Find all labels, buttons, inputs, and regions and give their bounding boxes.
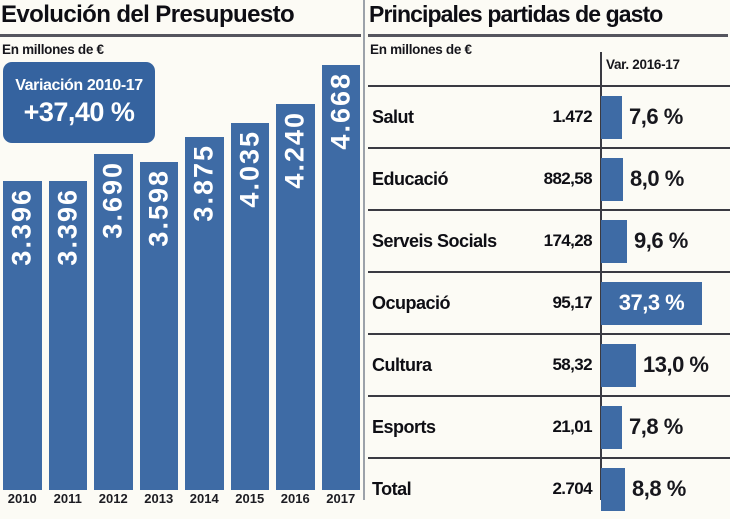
variation-bar (601, 219, 627, 263)
year-label-2014: 2014 (189, 491, 219, 506)
spending-amount: 1.472 (552, 107, 592, 126)
spending-amount: 174,28 (543, 231, 593, 250)
evolution-bar-chart: 3.396 3.396 3.690 3.598 3.875 4.035 4.240 4.668 (3, 65, 360, 490)
variation-bar-cell: 9,6 % (601, 211, 730, 271)
variation-bar (601, 343, 636, 387)
spending-name: Total (372, 478, 412, 499)
spending-row-serveis-socials: Serveis Socials 174,28 9,6 % (368, 209, 730, 271)
left-title-underline (0, 34, 361, 37)
variation-percent: 8,0 % (630, 166, 684, 191)
variation-bar (601, 95, 622, 139)
spending-table: Salut 1.472 7,6 % Educació 882,58 8,0 % Servei… (368, 85, 730, 519)
year-label-2015: 2015 (235, 491, 265, 506)
variation-percent: 7,6 % (629, 104, 683, 129)
variation-percent: 37,3 % (618, 290, 685, 315)
variation-percent: 13,0 % (643, 352, 709, 377)
spending-amount: 58,32 (552, 355, 592, 374)
spending-row-educació: Educació 882,58 8,0 % (368, 147, 730, 209)
right-units-label: En millones de € (370, 42, 472, 57)
bar-value-label: 3.875 (188, 144, 219, 222)
spending-name: Salut (372, 106, 414, 127)
spending-name: Educació (372, 168, 449, 189)
bar-value-label: 3.396 (6, 187, 37, 266)
evolution-bar-2014: 3.875 (185, 137, 224, 490)
bar-value-label: 4.668 (325, 72, 356, 150)
variation-bar (601, 467, 625, 511)
spending-row-salut: Salut 1.472 7,6 % (368, 85, 730, 147)
spending-row-ocupació: Ocupació 95,17 37,3 % (368, 271, 730, 333)
evolution-bar-2015: 4.035 (230, 122, 269, 490)
spending-items-panel: Principales partidas de gasto En millone… (368, 0, 730, 511)
bar-value-label: 4.035 (234, 129, 265, 208)
spending-amount: 21,01 (552, 417, 592, 436)
right-title-underline (368, 34, 728, 37)
bar-value-label: 3.598 (143, 169, 174, 247)
evolution-bar-2013: 3.598 (139, 162, 178, 490)
variation-bar-cell: 7,6 % (601, 87, 730, 147)
panel-divider (363, 0, 365, 500)
evolution-bar-2010: 3.396 (3, 180, 42, 490)
variation-percent: 8,8 % (632, 476, 686, 501)
variation-bar (601, 405, 622, 449)
evolution-bar-2016: 4.240 (276, 103, 315, 490)
variation-bar-cell: 37,3 % (601, 273, 730, 333)
variation-bar-cell: 7,8 % (601, 397, 730, 457)
year-label-2011: 2011 (53, 491, 82, 506)
variation-bar-cell: 13,0 % (601, 335, 730, 395)
budget-evolution-panel: Evolución del Presupuesto En millones de… (0, 0, 363, 506)
variation-badge-value: +37,40 % (23, 97, 135, 127)
spending-amount: 882,58 (543, 169, 593, 188)
evolution-bar-2011: 3.396 (48, 180, 87, 490)
variation-badge: Variación 2010-17 +37,40 % (3, 62, 155, 143)
year-label-2010: 2010 (7, 491, 37, 506)
spending-name: Esports (372, 416, 436, 437)
variation-bar-cell: 8,0 % (601, 149, 730, 209)
variation-badge-label: Variación 2010-17 (15, 77, 143, 94)
year-label-2013: 2013 (144, 491, 174, 506)
spending-name: Ocupació (372, 292, 451, 313)
left-units-label: En millones de € (2, 42, 104, 57)
year-label-2012: 2012 (98, 491, 128, 506)
left-panel-title: Evolución del Presupuesto (1, 1, 295, 28)
spending-row-total: Total 2.704 8,8 % (368, 457, 730, 519)
year-label-2016: 2016 (280, 491, 310, 506)
year-axis: 2010 2011 2012 2013 2014 2015 2016 2017 (3, 491, 360, 506)
variation-bar: 37,3 % (601, 281, 702, 325)
variation-bar-cell: 8,8 % (601, 459, 730, 519)
spending-amount: 95,17 (552, 293, 592, 312)
bar-value-label: 3.690 (97, 161, 128, 239)
column-divider (600, 52, 602, 500)
spending-name: Cultura (372, 354, 432, 375)
year-label-2017: 2017 (326, 491, 356, 506)
bar-value-label: 3.396 (52, 187, 83, 266)
bar-value-label: 4.240 (279, 110, 310, 189)
spending-row-esports: Esports 21,01 7,8 % (368, 395, 730, 457)
evolution-bar-2012: 3.690 (94, 154, 133, 490)
variation-percent: 7,8 % (629, 414, 683, 439)
variation-column-header: Var. 2016-17 (606, 57, 680, 72)
spending-name: Serveis Socials (372, 230, 497, 251)
spending-amount: 2.704 (552, 479, 592, 498)
right-panel-title: Principales partidas de gasto (369, 1, 663, 27)
evolution-bar-2017: 4.668 (321, 65, 360, 490)
variation-percent: 9,6 % (634, 228, 688, 253)
variation-bar (601, 157, 623, 201)
spending-row-cultura: Cultura 58,32 13,0 % (368, 333, 730, 395)
